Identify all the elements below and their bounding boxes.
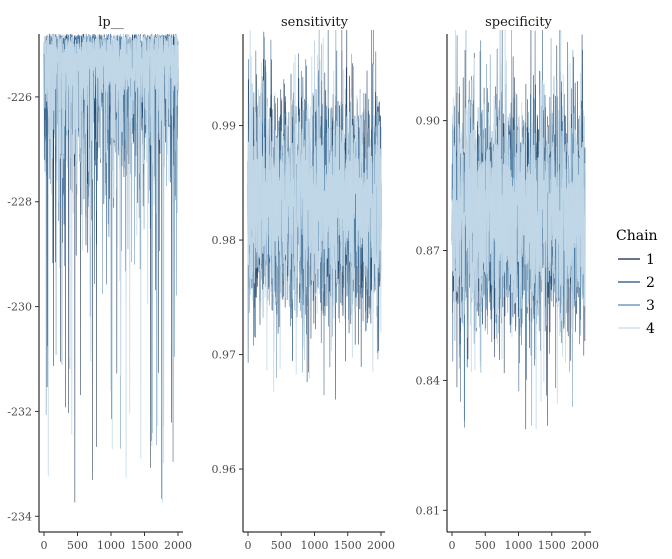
legend-item: 1 [618,252,655,268]
y-tick-label: 0.84 [416,374,441,387]
panel-title: sensitivity [281,15,349,30]
y-tick-label: -232 [7,405,32,418]
x-tick-label: 1500 [334,539,362,552]
panel-specificity: 0 500 1000 1500 2000 0.90 0.87 0.84 0.81 specific… [416,15,600,552]
y-tick-label: 0.81 [416,504,441,517]
x-tick-label: 0 [245,539,252,552]
y-tick-label: 0.87 [416,245,441,258]
x-tick-label: 2000 [367,539,395,552]
x-tick-label: 1000 [97,539,125,552]
x-tick-label: 1500 [131,539,159,552]
legend-item: 3 [618,298,655,314]
y-tick-label: 0.99 [212,120,237,133]
y-tick-label: 0.90 [416,115,441,128]
legend-label-3: 3 [646,298,655,314]
trace-lines [43,32,179,503]
x-tick-label: 2000 [164,539,192,552]
y-tick-label: -226 [7,91,32,104]
y-tick-label: -230 [7,301,32,314]
trace-lines [451,30,586,430]
panel-title: lp__ [98,15,124,30]
y-tick-label: -234 [7,510,32,523]
legend-item: 4 [618,321,655,337]
trace-chain-4 [43,32,179,503]
panel-title: specificity [485,15,552,30]
panel-lp: 0 500 1000 1500 2000 -226 -228 -230 -232 -234 lp__ [7,15,192,552]
panel-sensitivity: 0 500 1000 1500 2000 0.99 0.98 0.97 0.96 sensitiv… [212,15,396,552]
y-tick-label: 0.97 [212,349,237,362]
legend-label-2: 2 [646,275,655,291]
trace-lines [247,30,382,400]
legend-title: Chain [616,228,658,244]
x-tick-label: 2000 [571,539,599,552]
trace-chain-4 [451,30,586,429]
x-tick-label: 500 [67,539,88,552]
x-tick-label: 1500 [538,539,566,552]
legend-item: 2 [618,275,655,291]
legend-label-1: 1 [646,252,655,268]
x-tick-label: 500 [271,539,292,552]
legend-label-4: 4 [646,321,655,337]
x-tick-label: 0 [41,539,48,552]
y-tick-label: 0.96 [212,463,237,476]
legend: Chain 1 2 3 4 [616,228,658,337]
x-tick-label: 0 [449,539,456,552]
y-tick-label: 0.98 [212,234,237,247]
x-tick-label: 1000 [505,539,533,552]
y-tick-label: -228 [7,196,32,209]
x-tick-label: 500 [475,539,496,552]
x-tick-label: 1000 [301,539,329,552]
trace-chain-4 [247,30,382,393]
